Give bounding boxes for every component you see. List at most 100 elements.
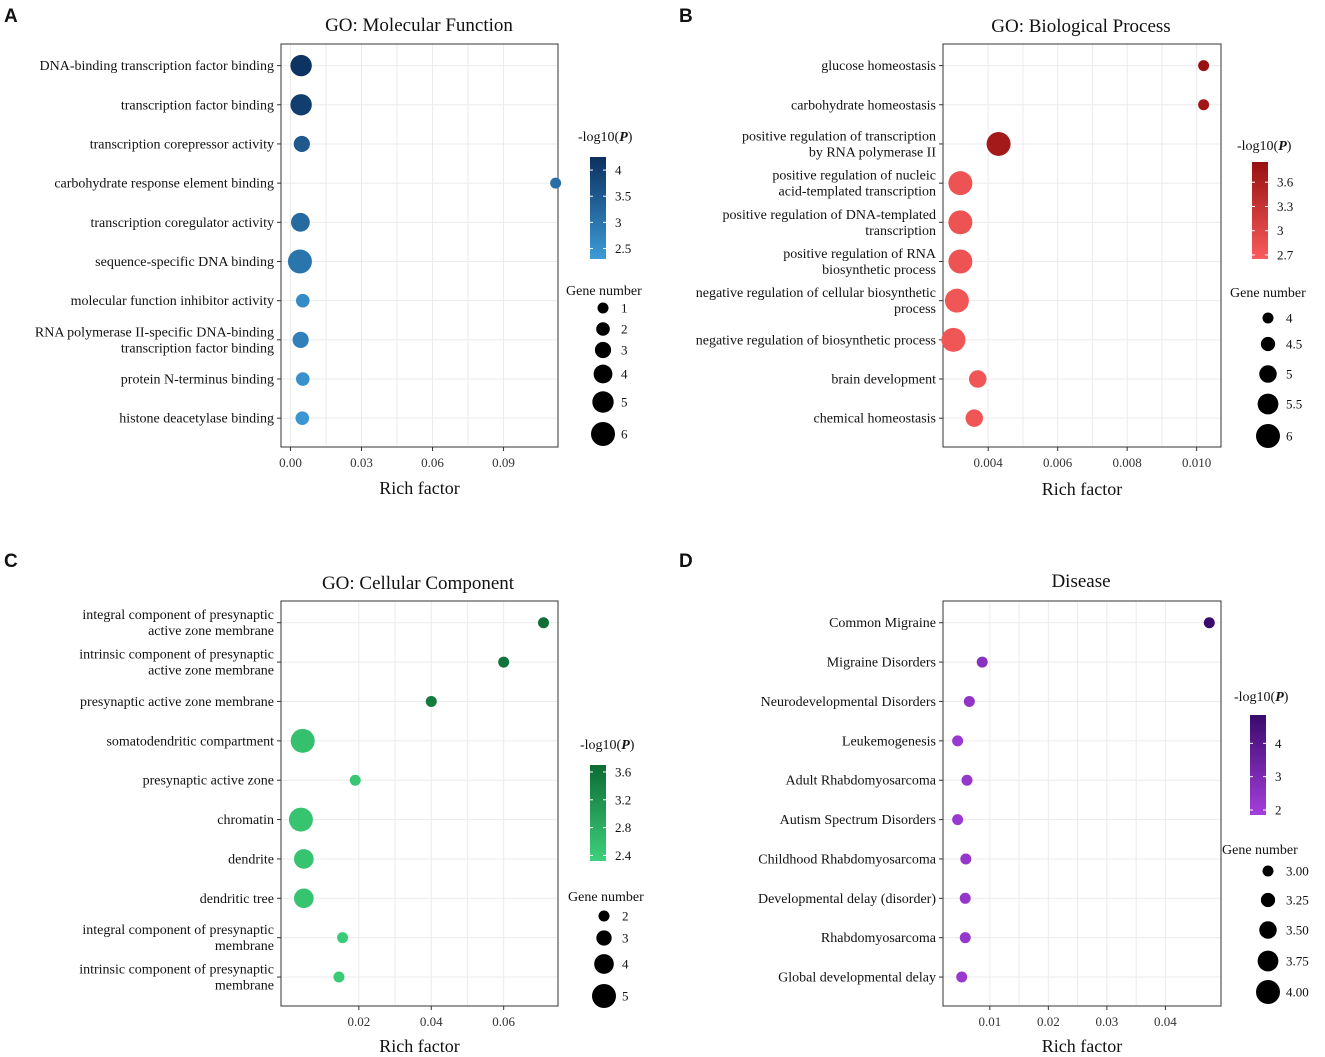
term-label-neurodevelopmental-disorders: Neurodevelopmental Disorders <box>761 695 936 710</box>
point-autism-spectrum-disorders <box>952 814 964 826</box>
x-axis-title: Rich factor <box>1042 479 1122 499</box>
x-axis-title: Rich factor <box>379 478 459 498</box>
panels: GO: Molecular Function 0.00 0.03 0.06 0.09 Ri… <box>35 15 1309 1056</box>
legend-title-part: P <box>619 130 628 145</box>
chart-title: GO: Cellular Component <box>322 573 515 594</box>
point-chemical-homeostasis <box>965 409 984 427</box>
size-legend-label: 5 <box>1286 367 1293 382</box>
size-legend-label: 3 <box>622 931 629 946</box>
panel-letter-d: D <box>679 551 693 572</box>
size-legend-key <box>594 954 614 974</box>
term-label-chromatin: chromatin <box>217 813 274 828</box>
panel-c: GO: Cellular Component 0.02 0.04 0.06 Rich f… <box>79 573 644 1056</box>
size-legend-label: 3 <box>621 343 628 358</box>
term-label-line: molecular function inhibitor activity <box>71 294 274 309</box>
size-legend-label: 3.75 <box>1286 954 1309 969</box>
term-label-line: transcription factor binding <box>121 98 274 113</box>
size-legend-key <box>1257 950 1279 972</box>
x-tick-label: 0.09 <box>492 455 515 470</box>
size-legend-label: 4.5 <box>1286 337 1302 352</box>
x-tick-label: 0.006 <box>1043 455 1073 470</box>
size-legend-label: 2 <box>622 909 629 924</box>
size-legend-label: 2 <box>621 322 628 337</box>
term-label-line: Common Migraine <box>829 616 936 631</box>
x-tick-label: 0.03 <box>350 455 373 470</box>
point-neurodevelopmental-disorders <box>963 695 975 707</box>
point-intrinsic-component-of-presynaptic-active-zone-membrane <box>498 656 510 668</box>
legend-title-part: ) <box>628 130 633 145</box>
panel-letter-b: B <box>679 6 693 27</box>
point-negative-regulation-of-biosynthetic-process <box>941 327 966 352</box>
term-label-line: presynaptic active zone <box>143 774 274 789</box>
x-tick-label: 0.008 <box>1113 455 1142 470</box>
term-label-integral-component-of-presynaptic-active-zone-membrane: integral component of presynaptic active … <box>82 608 274 639</box>
term-label-leukemogenesis: Leukemogenesis <box>842 734 936 749</box>
size-legend-key <box>596 930 612 946</box>
term-label-line: integral component of presynaptic <box>82 923 274 938</box>
point-dendritic-tree <box>293 888 314 909</box>
legend-title-part: P <box>1275 690 1284 705</box>
x-tick-label: 0.02 <box>347 1014 370 1029</box>
plot-area <box>281 601 558 1006</box>
term-label-line: positive regulation of nucleic <box>772 169 936 184</box>
panel-letter-a: A <box>4 6 18 27</box>
term-label-line: intrinsic component of presynaptic <box>79 963 274 978</box>
term-label-negative-regulation-of-cellular-biosynthetic-process: negative regulation of cellular biosynth… <box>696 286 936 317</box>
size-legend-title: Gene number <box>566 284 642 299</box>
color-legend-title: -log10(P) <box>1234 690 1289 705</box>
point-intrinsic-component-of-presynaptic-membrane <box>333 971 345 983</box>
size-legend-label: 6 <box>621 427 628 442</box>
point-positive-regulation-of-dna-templated-transcription <box>948 210 973 235</box>
point-dna-binding-transcription-factor-binding <box>290 54 312 77</box>
color-legend-label: 3.3 <box>1277 199 1293 214</box>
term-label-line: active zone membrane <box>148 664 274 679</box>
point-common-migraine <box>1203 617 1215 629</box>
panel-a: GO: Molecular Function 0.00 0.03 0.06 0.09 Ri… <box>35 15 642 498</box>
size-legend-key <box>1259 921 1277 939</box>
term-label-line: somatodendritic compartment <box>106 734 274 749</box>
color-legend-label: 2 <box>1275 803 1282 818</box>
size-legend-key <box>1256 980 1280 1004</box>
term-label-line: Developmental delay (disorder) <box>758 892 936 907</box>
term-label-dendrite: dendrite <box>228 852 274 867</box>
term-label-line: positive regulation of RNA <box>783 247 937 262</box>
chart-title: GO: Molecular Function <box>325 15 513 36</box>
point-rna-polymerase-ii-specific-dna-binding-transcription-factor-binding <box>292 331 309 348</box>
size-legend-label: 5.5 <box>1286 397 1302 412</box>
point-presynaptic-active-zone-membrane <box>425 695 437 707</box>
size-legend-label: 3.00 <box>1286 864 1309 879</box>
legend-title-part: -log10( <box>1237 139 1279 154</box>
size-legend-label: 3.25 <box>1286 893 1309 908</box>
term-label-common-migraine: Common Migraine <box>829 616 936 631</box>
term-label-line: Rhabdomyosarcoma <box>821 931 937 946</box>
term-label-line: positive regulation of DNA-templated <box>723 208 936 223</box>
size-legend-key <box>594 341 612 359</box>
term-label-positive-regulation-of-transcription-by-rna-polymerase-ii: positive regulation of transcription by R… <box>742 129 936 160</box>
point-somatodendritic-compartment <box>290 728 315 753</box>
point-global-developmental-delay <box>956 971 968 983</box>
color-legend-label: 2.7 <box>1277 247 1294 262</box>
point-transcription-corepressor-activity <box>293 135 310 153</box>
panel-d: Disease 0.01 0.02 0.03 0.04 Rich factor Common… <box>758 571 1309 1056</box>
term-label-line: negative regulation of cellular biosynth… <box>696 286 936 301</box>
term-label-line: Autism Spectrum Disorders <box>780 813 936 828</box>
point-positive-regulation-of-rna-biosynthetic-process <box>948 249 973 274</box>
term-label-carbohydrate-homeostasis: carbohydrate homeostasis <box>791 98 936 113</box>
term-label-dna-binding-transcription-factor-binding: DNA-binding transcription factor binding <box>40 59 274 74</box>
x-axis-title: Rich factor <box>379 1036 459 1056</box>
plot-area <box>281 44 558 447</box>
point-carbohydrate-response-element-binding <box>550 177 562 189</box>
term-label-line: biosynthetic process <box>822 263 936 278</box>
point-sequence-specific-dna-binding <box>287 249 312 274</box>
size-legend-key <box>1262 865 1274 877</box>
size-legend-key <box>598 910 610 922</box>
term-label-line: RNA polymerase II-specific DNA-binding <box>35 325 274 340</box>
plot-frame <box>280 43 559 448</box>
term-label-line: intrinsic component of presynaptic <box>79 648 274 663</box>
point-leukemogenesis <box>952 735 964 747</box>
point-negative-regulation-of-cellular-biosynthetic-process <box>944 288 969 313</box>
color-legend-label: 2.4 <box>615 848 632 863</box>
point-dendrite <box>293 849 314 869</box>
point-childhood-rhabdomyosarcoma <box>960 853 972 865</box>
color-legend-label: 3.2 <box>615 792 631 807</box>
